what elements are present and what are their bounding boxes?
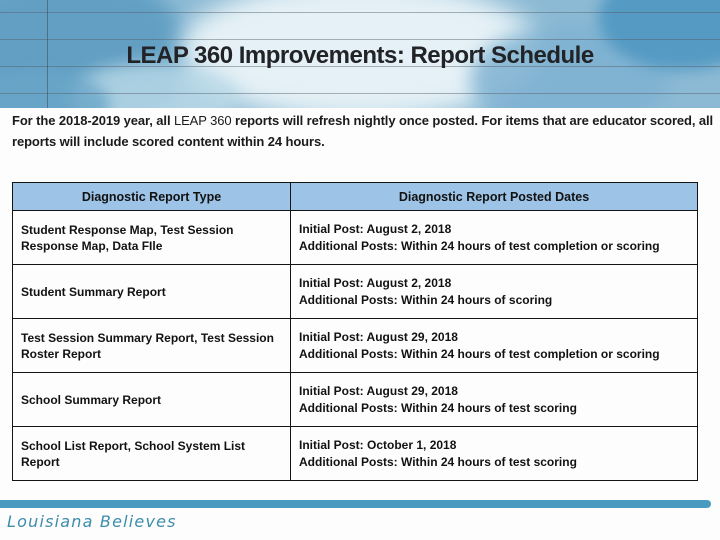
intro-paragraph: For the 2018-2019 year, all LEAP 360 rep… — [12, 110, 714, 152]
louisiana-believes-logo: Louisiana Believes — [7, 512, 177, 531]
posted-dates-cell: Initial Post: October 1, 2018 Additional… — [290, 426, 698, 481]
posted-dates-cell: Initial Post: August 29, 2018 Additional… — [290, 372, 698, 427]
initial-post-text: Initial Post: August 2, 2018 — [299, 221, 452, 236]
table-row: Test Session Summary Report, Test Sessio… — [12, 318, 698, 373]
report-type-cell: School List Report, School System List R… — [12, 426, 291, 481]
intro-text-lead: For the 2018-2019 year, all — [12, 113, 174, 128]
report-type-cell: School Summary Report — [12, 372, 291, 427]
table-header-row: Diagnostic Report Type Diagnostic Report… — [12, 182, 698, 211]
report-schedule-table: Diagnostic Report Type Diagnostic Report… — [12, 182, 698, 481]
table-row: Student Summary Report Initial Post: Aug… — [12, 264, 698, 319]
initial-post-text: Initial Post: August 2, 2018 — [299, 275, 452, 290]
slide-header: LEAP 360 Improvements: Report Schedule — [0, 0, 720, 108]
initial-post-text: Initial Post: August 29, 2018 — [299, 383, 458, 398]
additional-posts-text: Additional Posts: Within 24 hours of tes… — [299, 400, 577, 415]
intro-text-leap360: LEAP 360 — [173, 113, 232, 128]
report-type-cell: Student Response Map, Test Session Respo… — [12, 210, 291, 265]
additional-posts-text: Additional Posts: Within 24 hours of sco… — [299, 292, 553, 307]
report-type-cell: Student Summary Report — [12, 264, 291, 319]
posted-dates-cell: Initial Post: August 2, 2018 Additional … — [290, 210, 698, 265]
footer-accent-bar — [0, 500, 711, 508]
additional-posts-text: Additional Posts: Within 24 hours of tes… — [299, 238, 660, 253]
posted-dates-cell: Initial Post: August 2, 2018 Additional … — [290, 264, 698, 319]
posted-dates-cell: Initial Post: August 29, 2018 Additional… — [290, 318, 698, 373]
initial-post-text: Initial Post: October 1, 2018 — [299, 437, 457, 452]
report-type-cell: Test Session Summary Report, Test Sessio… — [12, 318, 291, 373]
notebook-ruled-lines — [0, 0, 720, 108]
table-row: Student Response Map, Test Session Respo… — [12, 210, 698, 265]
column-header-posted-dates: Diagnostic Report Posted Dates — [290, 182, 698, 211]
additional-posts-text: Additional Posts: Within 24 hours of tes… — [299, 346, 660, 361]
initial-post-text: Initial Post: August 29, 2018 — [299, 329, 458, 344]
additional-posts-text: Additional Posts: Within 24 hours of tes… — [299, 454, 577, 469]
intro-text-rest: reports will refresh nightly once posted… — [12, 113, 714, 149]
page-title: LEAP 360 Improvements: Report Schedule — [126, 42, 594, 69]
column-header-report-type: Diagnostic Report Type — [12, 182, 291, 211]
table-row: School Summary Report Initial Post: Augu… — [12, 372, 698, 427]
table-row: School List Report, School System List R… — [12, 426, 698, 481]
notebook-margin-line — [47, 0, 48, 108]
